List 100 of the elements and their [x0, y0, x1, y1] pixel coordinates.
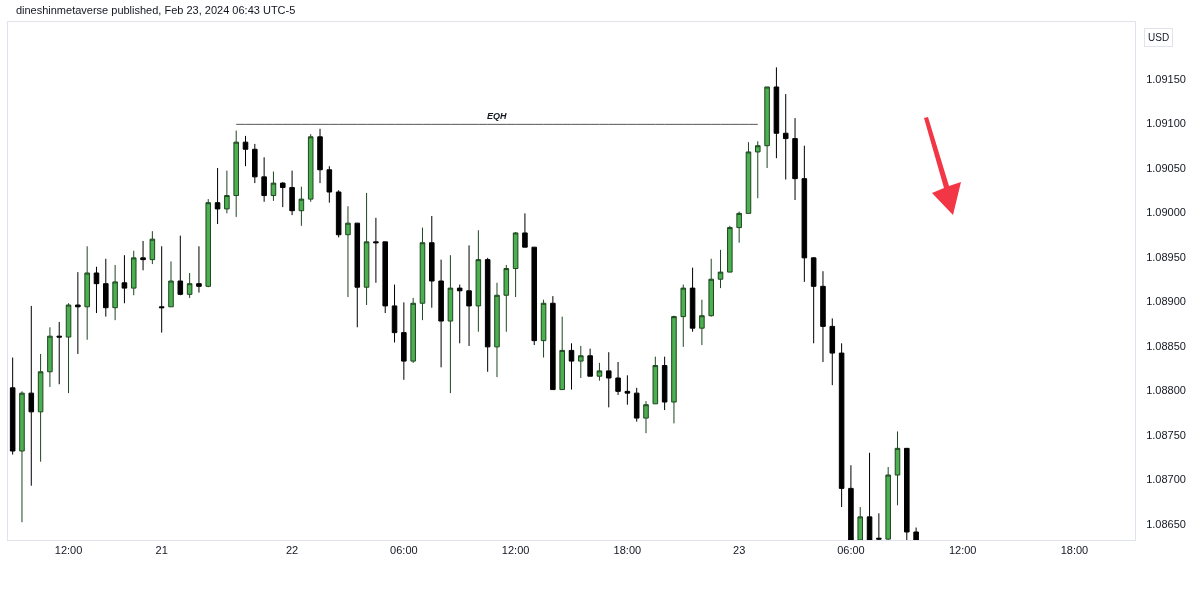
candlestick: [345, 205, 351, 298]
candlestick: [186, 272, 193, 299]
candlestick: [168, 260, 174, 308]
x-tick-label: 18:00: [613, 544, 642, 557]
x-tick-label: 06:00: [390, 544, 418, 557]
candlestick: [820, 270, 826, 363]
candlestick: [326, 165, 333, 204]
y-tick-label: 1.09100: [1146, 117, 1186, 130]
candlestick: [913, 527, 919, 540]
candlestick: [801, 145, 808, 283]
candlestick: [671, 315, 677, 424]
x-tick-label: 12:00: [948, 544, 977, 557]
candlestick: [484, 257, 491, 373]
candlestick: [391, 284, 398, 343]
candlestick: [401, 301, 407, 381]
candlestick: [810, 256, 817, 344]
candlestick: [866, 452, 873, 540]
candlestick: [512, 231, 519, 298]
candlestick: [652, 356, 659, 405]
candlestick: [838, 342, 845, 508]
candlestick: [624, 374, 631, 406]
candlestick: [885, 466, 891, 540]
candlestick: [205, 198, 212, 288]
candlestick: [633, 387, 640, 423]
candlestick: [261, 156, 267, 203]
candlestick: [447, 254, 454, 394]
candlestick: [540, 299, 547, 359]
series-label: EQH: [487, 111, 507, 121]
candlestick: [727, 225, 733, 273]
candlestick: [289, 170, 295, 216]
candlestick: [494, 282, 500, 378]
candlestick: [782, 93, 789, 181]
y-tick-label: 1.08800: [1146, 384, 1186, 397]
y-tick-label: 1.08950: [1146, 250, 1186, 263]
candlestick: [75, 271, 81, 355]
candlestick: [335, 189, 342, 238]
y-tick-label: 1.08850: [1146, 339, 1186, 352]
candlestick: [429, 215, 435, 309]
candlestick: [103, 258, 109, 318]
candlestick: [643, 400, 649, 434]
candlestick: [587, 348, 593, 377]
candlestick: [857, 506, 864, 540]
candlestick: [578, 345, 584, 379]
x-tick-label: 12:00: [501, 544, 530, 557]
y-tick-label: 1.08700: [1146, 473, 1186, 486]
candlestick: [37, 353, 44, 463]
candlestick: [9, 357, 16, 456]
candlestick: [559, 316, 565, 391]
y-tick-label: 1.09000: [1146, 206, 1186, 219]
candlestick: [317, 128, 323, 184]
candlestick: [56, 321, 63, 385]
candlestick: [140, 240, 146, 271]
candlestick: [438, 259, 444, 368]
candlestick: [28, 305, 35, 487]
candlestick: [214, 167, 221, 225]
candlestick: [363, 192, 370, 306]
y-tick-label: 1.08900: [1146, 295, 1186, 308]
candlestick: [550, 295, 556, 391]
candlestick: [689, 267, 696, 333]
candlestick: [568, 342, 575, 391]
candlestick: [764, 86, 770, 169]
x-tick-label: 12:00: [54, 544, 83, 557]
candlestick: [596, 362, 603, 382]
candlestick: [93, 266, 100, 314]
candlestick: [419, 227, 426, 321]
y-tick-label: 1.09050: [1146, 161, 1186, 174]
candlestick: [121, 254, 128, 304]
candlestick: [475, 229, 482, 333]
candlestick: [270, 171, 277, 202]
candlestick: [699, 299, 705, 346]
candlestick: [149, 230, 156, 265]
candlestick: [503, 264, 510, 333]
candlestick: [717, 249, 724, 289]
x-tick-label: 18:00: [1060, 544, 1089, 557]
candlestick: [466, 244, 472, 347]
candlestick: [522, 212, 528, 248]
candlestick: [224, 170, 230, 214]
candlestick: [47, 326, 53, 388]
candlestick: [112, 264, 118, 321]
x-tick-label: 22: [285, 544, 299, 557]
chart-title: dineshinmetaverse published, Feb 23, 2024 06:43 UTC-5: [15, 3, 296, 16]
candlestick: [736, 211, 742, 244]
y-tick-label: 1.08750: [1146, 428, 1186, 441]
candlestick: [745, 141, 752, 214]
candlestick: [279, 181, 286, 208]
y-tick-label: 1.08650: [1146, 517, 1186, 530]
candlestick: [773, 66, 780, 159]
candlestick: [708, 258, 714, 318]
candlestick: [196, 245, 202, 294]
candlestick: [382, 241, 388, 314]
candlestick: [298, 186, 305, 227]
candlestick: [456, 284, 463, 344]
candlestick: [233, 130, 239, 218]
candlestick: [661, 356, 668, 411]
candlestick: [755, 140, 761, 199]
candlestick: [354, 222, 361, 328]
y-tick-label: 1.09150: [1146, 72, 1186, 85]
x-tick-label: 23: [733, 544, 746, 557]
candlestick: [615, 361, 621, 396]
candlestick: [876, 512, 882, 540]
